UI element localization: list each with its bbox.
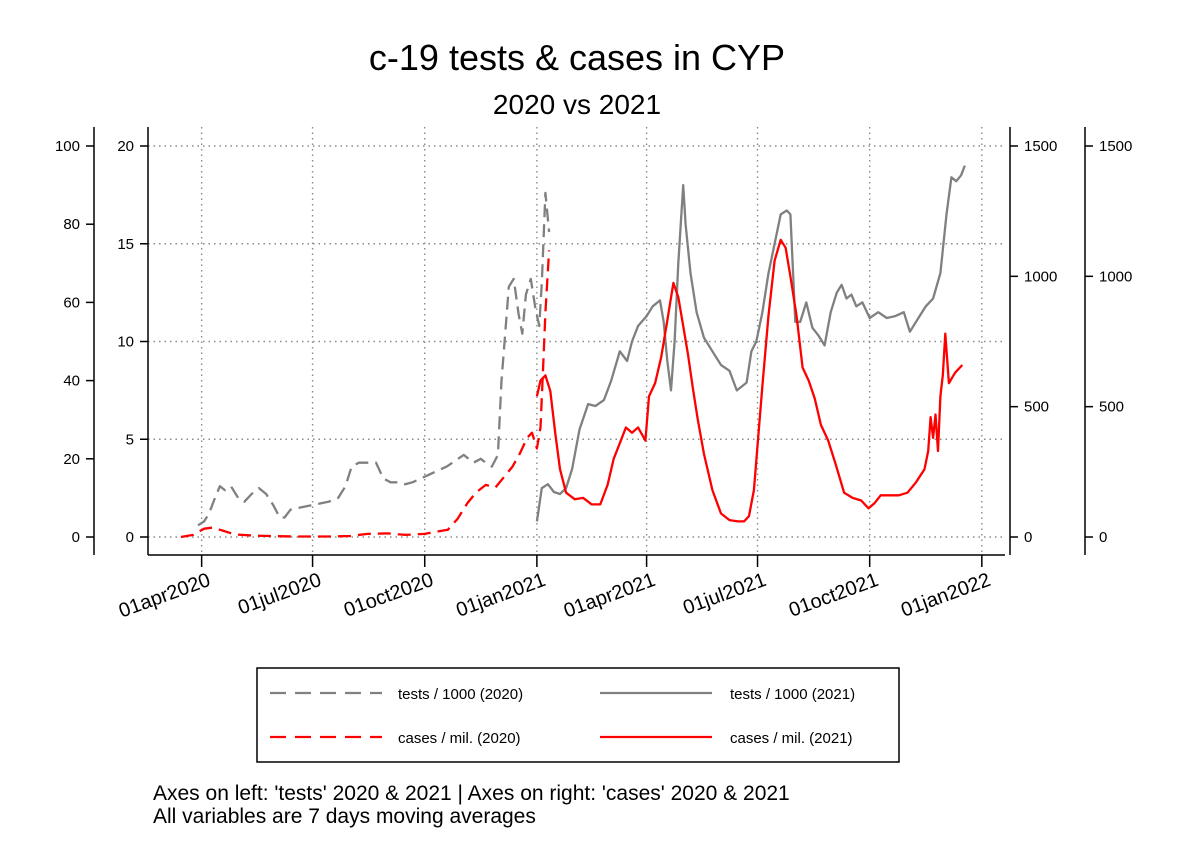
legend-label-tests-2021: tests / 1000 (2021): [730, 686, 855, 703]
y-axis-tests-2020: 0 20 40 60 80 100: [55, 127, 95, 555]
note-line-1: Axes on left: 'tests' 2020 & 2021 | Axes…: [153, 782, 790, 805]
y-tick-label: 500: [1099, 399, 1124, 416]
y-tick-label: 1500: [1024, 138, 1057, 155]
legend-label-cases-2020: cases / mil. (2020): [398, 730, 521, 747]
axes: 01apr2020 01jul2020 01oct2020 01jan2021 01ap…: [55, 127, 1132, 622]
y-axis-cases-2020: 0 500 1000 1500: [1009, 127, 1057, 555]
x-tick-label: 01jan2022: [898, 569, 993, 622]
x-tick-label: 01jan2021: [453, 569, 548, 622]
chart-title: c-19 tests & cases in CYP: [369, 37, 785, 78]
legend-box: [256, 667, 900, 763]
y-axis-tests-2021: 0 5 10 15 20: [117, 138, 148, 546]
series-line-tests-1000-2020: [197, 191, 551, 527]
x-tick-label: 01apr2020: [116, 569, 213, 622]
y-tick-label: 15: [117, 236, 134, 253]
legend: tests / 1000 (2020) tests / 1000 (2021) …: [256, 667, 900, 763]
y-tick-label: 0: [1024, 529, 1032, 546]
legend-label-tests-2020: tests / 1000 (2020): [398, 686, 523, 703]
x-tick-label: 01oct2020: [341, 569, 436, 622]
grid: [148, 127, 1005, 555]
y-tick-label: 40: [63, 373, 80, 390]
series-line-tests-1000-2021: [535, 165, 966, 522]
y-tick-label: 60: [63, 294, 80, 311]
y-tick-label: 80: [63, 216, 80, 233]
y-axis-cases-2021: 0 500 1000 1500: [1084, 127, 1132, 555]
x-tick-label: 01oct2021: [786, 569, 881, 622]
y-tick-label: 5: [126, 431, 134, 448]
series-lines: [180, 165, 966, 539]
y-tick-label: 0: [72, 529, 80, 546]
y-tick-label: 10: [117, 334, 134, 351]
series-line-cases-mil-2021: [535, 238, 964, 523]
y-tick-label: 0: [1099, 529, 1107, 546]
y-tick-label: 20: [117, 138, 134, 155]
legend-label-cases-2021: cases / mil. (2021): [730, 730, 853, 747]
x-tick-label: 01jul2020: [235, 569, 324, 619]
y-tick-label: 500: [1024, 399, 1049, 416]
series-line-cases-mil-2020: [180, 250, 551, 539]
x-tick-label: 01apr2021: [561, 569, 658, 622]
y-tick-label: 20: [63, 451, 80, 468]
chart-subtitle: 2020 vs 2021: [493, 89, 661, 120]
y-tick-label: 0: [126, 529, 134, 546]
x-tick-label: 01jul2021: [680, 569, 769, 619]
y-tick-label: 1500: [1099, 138, 1132, 155]
note-line-2: All variables are 7 days moving averages: [153, 805, 536, 828]
y-tick-label: 1000: [1024, 268, 1057, 285]
y-tick-label: 1000: [1099, 268, 1132, 285]
y-tick-label: 100: [55, 138, 80, 155]
